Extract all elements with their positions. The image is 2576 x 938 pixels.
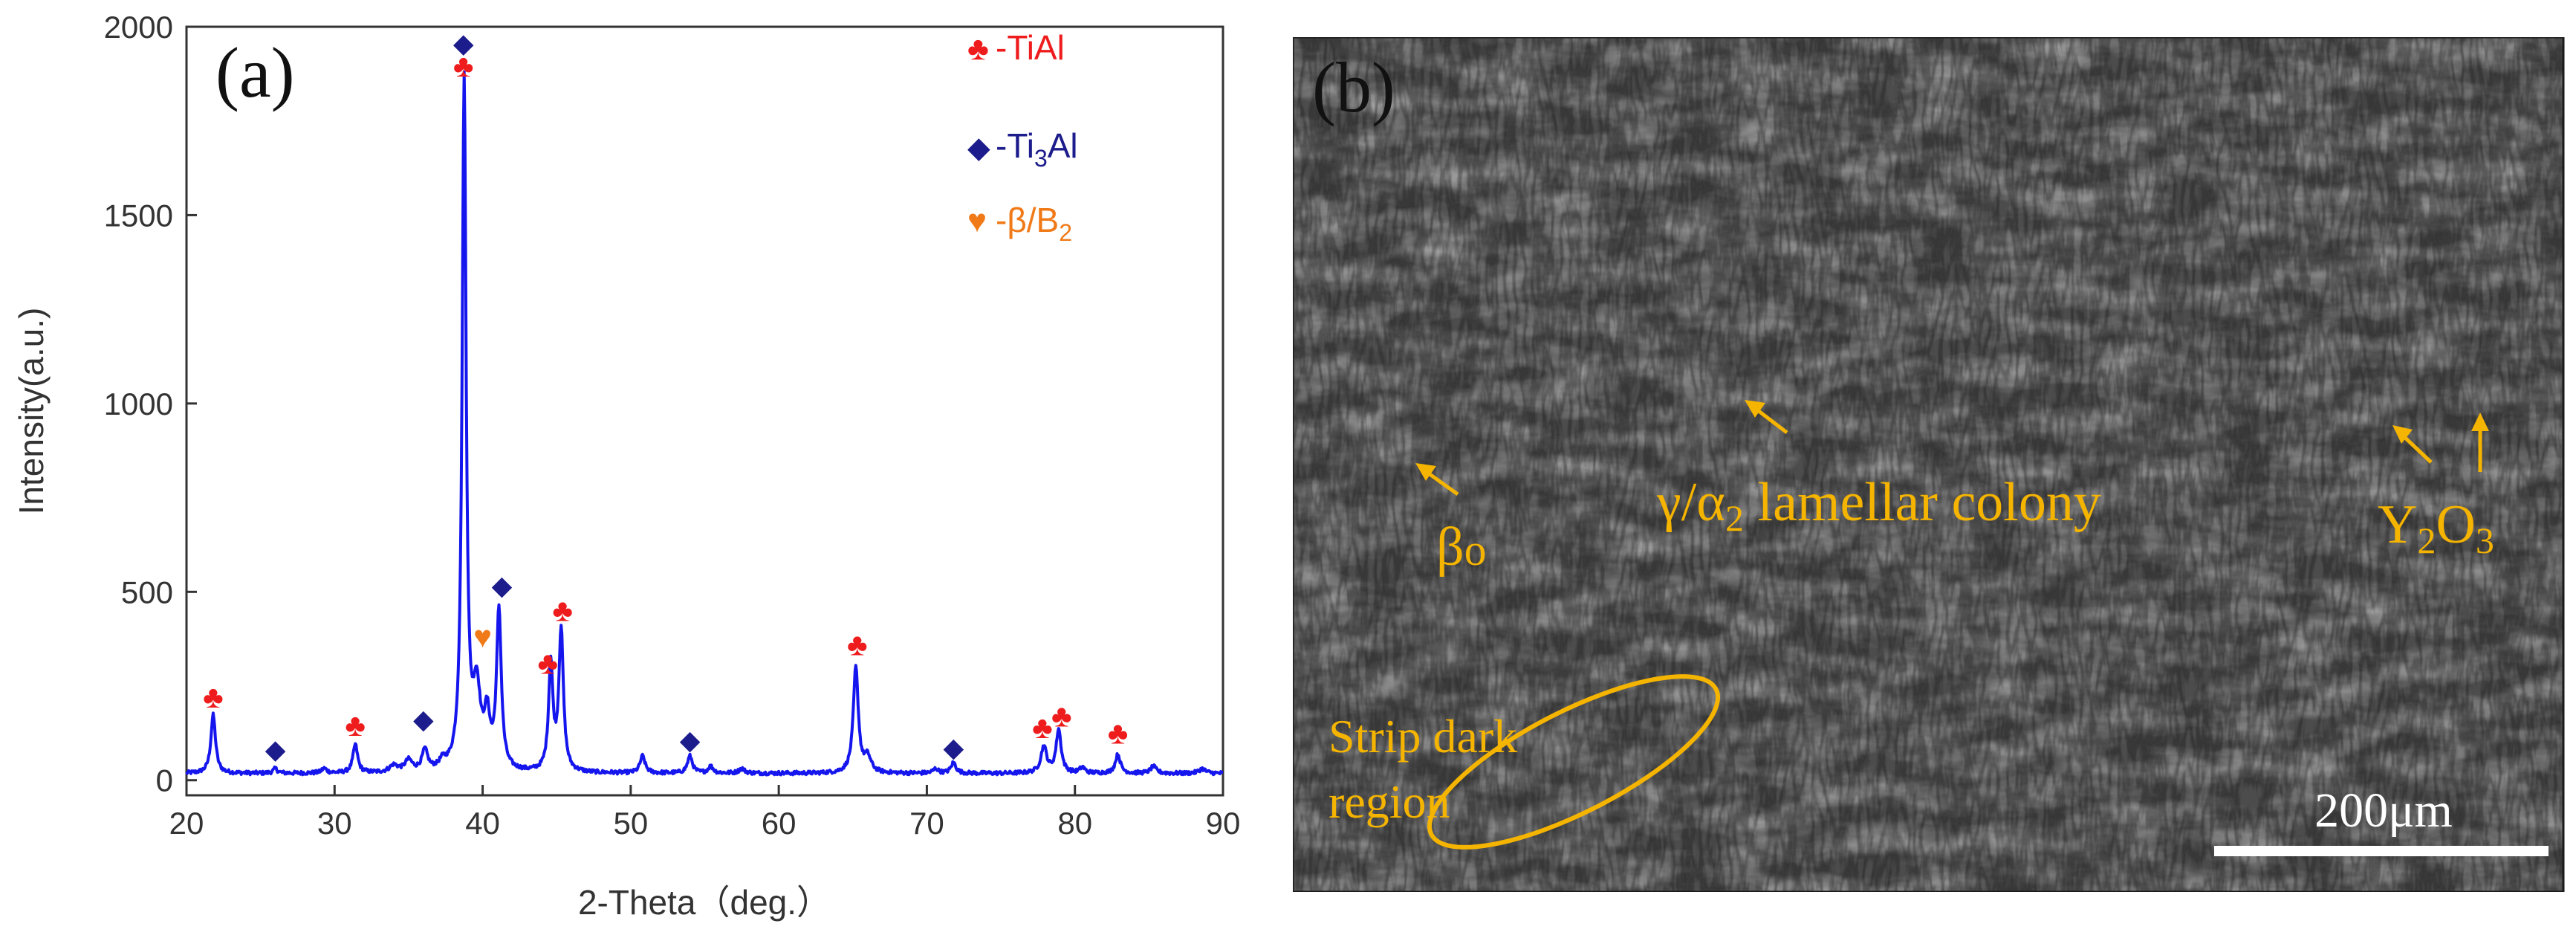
strip-dark-label-line1: Strip dark: [1328, 710, 1517, 763]
peak-marker-tial: ♣: [453, 48, 474, 83]
plot-frame: [185, 25, 1224, 797]
xrd-panel: 0 500 1000 1500 2000 20 30 40 50 60 70 80 90 ♣ ♣ ♣ ♣ ♣ ♣…: [0, 0, 1278, 934]
micrograph-lamellae: [1293, 37, 2563, 892]
x-axis: 20 30 40 50 60 70 80 90: [169, 785, 1241, 841]
y2o3-arrow-right-head: [2471, 413, 2489, 431]
y-tick-label: 1500: [104, 198, 173, 233]
x-tick-label: 40: [465, 806, 500, 841]
legend-label-beta-b2: -β/B2: [996, 201, 1072, 246]
micrograph-panel: (b) γ/α2 lamellar colony βo Y2O3 Strip d: [1291, 36, 2571, 893]
peak-marker-ti3al: ◆: [680, 725, 701, 755]
annotations: [1415, 400, 2489, 850]
peak-marker-tial: ♣: [847, 627, 868, 662]
peak-marker-ti3al: ◆: [265, 734, 286, 765]
lamellar-arrow-head: [1745, 400, 1765, 418]
peak-marker-tial: ♣: [552, 593, 573, 628]
y2o3-arrow-left: [2401, 434, 2433, 464]
peak-marker-tial: ♣: [1032, 710, 1053, 745]
peak-marker-tial: ♣: [1051, 699, 1072, 734]
xrd-series-line: [185, 70, 1224, 777]
panel-label-a: (a): [215, 33, 295, 112]
legend-item-ti3al: ◆ -Ti3Al: [967, 126, 1078, 172]
x-tick-label: 20: [169, 806, 204, 841]
x-tick-label: 70: [909, 806, 944, 841]
y-tick-label: 2000: [104, 10, 173, 45]
peak-marker-tial: ♣: [1108, 715, 1129, 750]
legend: ♣ -TiAl ◆ -Ti3Al ♥ -β/B2: [967, 28, 1078, 246]
peak-markers: ♣♣♣♣♣♣♣♣ ♣◆◆◆◆◆ ◆♥: [203, 28, 1128, 764]
x-tick-label: 90: [1206, 806, 1241, 841]
x-axis-title: 2-Theta（deg.）: [578, 883, 831, 922]
y-axis-title: Intensity(a.u.): [12, 308, 51, 515]
panel-label-b: (b): [1312, 48, 1395, 127]
strip-region-ellipse: [1427, 674, 1721, 850]
heart-icon: ♥: [967, 203, 987, 239]
legend-item-tial: ♣ -TiAl: [967, 28, 1065, 67]
peak-marker-tial: ♣: [537, 646, 558, 681]
beta-arrow-head: [1415, 463, 1436, 481]
peak-marker-ti3al: ◆: [492, 570, 513, 601]
x-tick-label: 50: [613, 806, 648, 841]
y-axis: 0 500 1000 1500 2000: [104, 10, 197, 798]
x-tick-label: 80: [1057, 806, 1092, 841]
legend-label-tial: -TiAl: [996, 28, 1065, 67]
legend-item-beta: ♥ -β/B2: [967, 201, 1072, 246]
diamond-icon: ◆: [967, 132, 990, 164]
beta-arrow: [1425, 470, 1459, 497]
peak-marker-ti3al: ◆: [453, 28, 474, 58]
lamellar-arrow: [1754, 407, 1788, 434]
x-tick-label: 60: [762, 806, 797, 841]
micrograph: (b) γ/α2 lamellar colony βo Y2O3 Strip d: [1291, 36, 2565, 893]
strip-dark-label-line2: region: [1328, 775, 1450, 828]
scale-bar-label: 200μm: [2314, 783, 2453, 838]
scale-bar: [2214, 846, 2549, 856]
peak-marker-tial: ♣: [203, 679, 224, 714]
x-tick-label: 30: [317, 806, 352, 841]
y-tick-label: 500: [121, 575, 173, 609]
lamellar-colony-label: γ/α2 lamellar colony: [1656, 472, 2101, 539]
y2o3-arrow-left-head: [2392, 425, 2413, 444]
y2o3-label: Y2O3: [2378, 494, 2494, 561]
y-tick-label: 0: [156, 763, 173, 798]
beta-o-label: βo: [1436, 517, 1487, 578]
legend-label-ti3al: -Ti3Al: [996, 126, 1078, 172]
peak-marker-beta: ♥: [473, 619, 492, 654]
peak-marker-ti3al: ◆: [413, 704, 434, 734]
peak-marker-tial: ♣: [345, 708, 366, 743]
club-icon: ♣: [967, 30, 989, 67]
peak-marker-ti3al: ◆: [943, 732, 964, 763]
y-tick-label: 1000: [104, 386, 173, 421]
